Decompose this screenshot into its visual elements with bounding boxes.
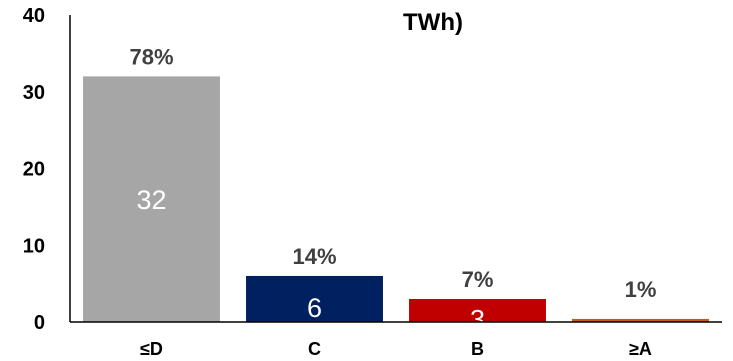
bar-percent-label: 14% xyxy=(292,244,336,269)
bar xyxy=(409,298,546,322)
y-tick-label: 10 xyxy=(23,235,45,257)
y-axis: 0 10 20 30 40 xyxy=(23,5,45,334)
x-tick-label: ≥A xyxy=(629,339,652,359)
bar-value-label: 3 xyxy=(470,304,485,334)
bar xyxy=(83,76,220,323)
bars: 32 78% ≤D 6 14% C 3 7% B 1% ≥A xyxy=(83,44,709,359)
y-tick-label: 30 xyxy=(23,82,45,104)
chart-title: TWh) xyxy=(403,9,463,36)
x-tick-label: C xyxy=(308,339,321,359)
y-tick-label: 20 xyxy=(23,159,45,181)
bar-percent-label: 78% xyxy=(129,44,173,69)
x-tick-label: B xyxy=(471,339,484,359)
bar-percent-label: 1% xyxy=(625,277,657,302)
bar xyxy=(246,275,383,322)
bar-percent-label: 7% xyxy=(462,267,494,292)
bar xyxy=(572,318,709,322)
bar-value-label: 6 xyxy=(307,293,322,323)
bar-value-label: 32 xyxy=(136,185,166,215)
x-tick-label: ≤D xyxy=(140,339,163,359)
y-tick-label: 0 xyxy=(34,312,45,334)
y-tick-label: 40 xyxy=(23,5,45,27)
